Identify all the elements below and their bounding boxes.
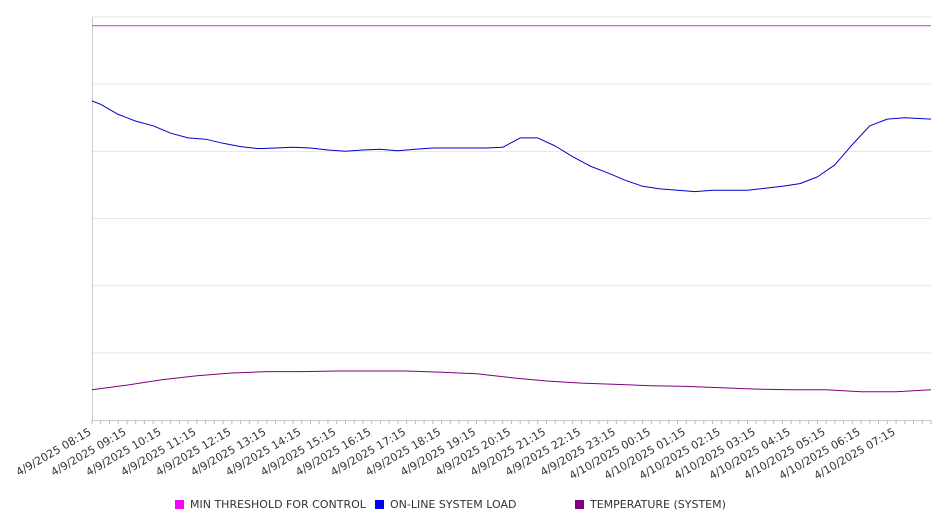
chart-legend: MIN THRESHOLD FOR CONTROL ON-LINE SYSTEM… — [0, 498, 946, 514]
series-line-system-load — [91, 100, 932, 193]
legend-swatch-system-load — [375, 500, 384, 509]
legend-label-min-threshold: MIN THRESHOLD FOR CONTROL — [190, 498, 366, 511]
legend-item-min-threshold[interactable]: MIN THRESHOLD FOR CONTROL — [175, 498, 366, 511]
legend-swatch-min-threshold — [175, 500, 184, 509]
series-line-temperature — [91, 370, 932, 393]
legend-swatch-temperature — [575, 500, 584, 509]
legend-item-system-load[interactable]: ON-LINE SYSTEM LOAD — [375, 498, 516, 511]
legend-item-temperature[interactable]: TEMPERATURE (SYSTEM) — [575, 498, 726, 511]
legend-label-temperature: TEMPERATURE (SYSTEM) — [590, 498, 726, 511]
legend-label-system-load: ON-LINE SYSTEM LOAD — [390, 498, 517, 511]
